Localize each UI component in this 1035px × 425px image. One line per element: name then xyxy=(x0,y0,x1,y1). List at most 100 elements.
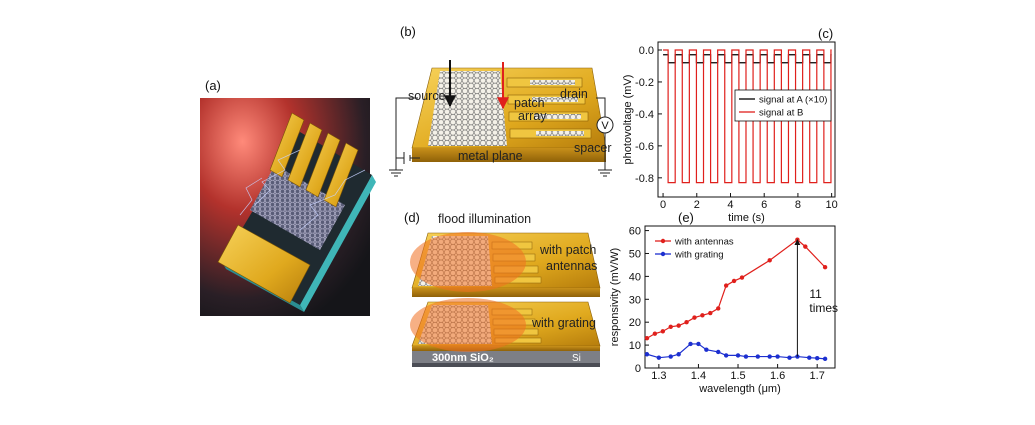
diagram-label: metal plane xyxy=(458,149,523,163)
diagram-label-line: with patch xyxy=(539,243,596,257)
legend-frame xyxy=(734,89,832,122)
x-tick-label: 1.4 xyxy=(691,370,706,382)
series-line xyxy=(663,49,832,184)
legend-label: with grating xyxy=(674,250,724,261)
series-marker xyxy=(787,355,792,360)
series-marker xyxy=(723,353,729,358)
y-tick-label: 50 xyxy=(629,248,641,260)
x-tick-label: 8 xyxy=(795,199,801,211)
series-marker xyxy=(822,356,828,362)
annotation-line: 11 xyxy=(809,287,822,301)
panel-label: (d) xyxy=(404,210,420,225)
y-tick-label: 20 xyxy=(629,317,641,329)
layer-label: Si xyxy=(572,353,581,364)
series-marker xyxy=(767,258,772,263)
device-b xyxy=(389,60,614,177)
series-line xyxy=(646,238,826,339)
series-marker xyxy=(822,265,828,270)
diagram-label: with patch antennas xyxy=(539,243,597,273)
series-marker xyxy=(644,352,650,357)
diagram-label: patch array xyxy=(514,96,547,123)
device-d1 xyxy=(410,232,601,297)
legend-marker xyxy=(660,238,666,244)
y-tick-label: 10 xyxy=(629,340,641,352)
series-marker xyxy=(644,336,650,341)
diagram-label: drain xyxy=(560,87,588,101)
diagram-label: source xyxy=(408,89,446,103)
y-tick-label: 30 xyxy=(629,294,641,306)
series-marker xyxy=(775,354,780,359)
diagram-label: with grating xyxy=(531,316,596,330)
series-marker xyxy=(668,354,673,359)
y-tick-label: 60 xyxy=(629,226,641,238)
series-marker xyxy=(739,275,745,280)
series-marker xyxy=(716,306,721,311)
annotation-line: times xyxy=(809,301,838,315)
x-tick-label: 1.7 xyxy=(810,370,825,382)
diagram-label-line: array xyxy=(518,109,547,123)
series-marker xyxy=(767,354,772,359)
series-marker xyxy=(755,354,761,359)
series-marker xyxy=(708,310,713,316)
series-marker xyxy=(795,354,800,359)
legend-label: with antennas xyxy=(674,237,734,248)
series-marker xyxy=(716,349,721,355)
diagram-title: flood illumination xyxy=(438,212,531,226)
series-marker xyxy=(803,244,808,249)
series-marker xyxy=(723,283,729,288)
legend-label: signal at A (×10) xyxy=(759,95,827,106)
series-marker xyxy=(807,355,812,360)
series-marker xyxy=(652,331,658,336)
diagram-label: spacer xyxy=(574,141,612,155)
y-tick-label: -0.4 xyxy=(635,109,654,121)
series-marker xyxy=(743,354,749,359)
series-marker xyxy=(731,278,737,284)
x-axis-label: wavelength (μm) xyxy=(698,383,781,395)
series-marker xyxy=(676,323,681,328)
panel-label: (b) xyxy=(400,24,416,39)
series-marker xyxy=(696,341,701,347)
x-axis-label: time (s) xyxy=(728,212,765,224)
series-marker xyxy=(660,329,666,334)
series-marker xyxy=(692,315,697,320)
y-tick-label: 40 xyxy=(629,271,641,283)
layer-label: 300nm SiO₂ xyxy=(432,352,494,364)
panel-label: (a) xyxy=(205,78,221,93)
diagram-label-line: patch xyxy=(514,96,545,110)
series-marker xyxy=(814,355,820,361)
plot-frame xyxy=(657,41,836,198)
x-tick-label: 1.6 xyxy=(770,370,785,382)
panel-label: (c) xyxy=(818,26,833,41)
legend-label: signal at B xyxy=(759,108,803,119)
annotation: 11 times xyxy=(809,287,838,315)
series-marker xyxy=(684,319,689,325)
x-tick-label: 0 xyxy=(660,199,666,211)
y-axis-label: photovoltage (mV) xyxy=(622,75,634,165)
diagram-label-line: antennas xyxy=(546,259,597,273)
series-marker xyxy=(735,353,741,358)
y-tick-label: -0.2 xyxy=(635,77,654,89)
y-tick-label: -0.6 xyxy=(635,141,654,153)
series-marker xyxy=(676,352,681,357)
series-marker xyxy=(704,347,709,352)
x-tick-label: 10 xyxy=(826,199,838,211)
x-tick-label: 2 xyxy=(694,199,700,211)
series-marker xyxy=(688,341,693,347)
device-d2 xyxy=(410,298,601,367)
x-tick-label: 4 xyxy=(727,199,733,211)
illustration-a xyxy=(200,98,376,316)
panel-label: (e) xyxy=(678,210,694,225)
y-tick-label: 0.0 xyxy=(639,45,654,57)
meter-label: V xyxy=(601,120,609,132)
y-tick-label: -0.8 xyxy=(635,173,654,185)
y-axis-label: responsivity (mV/W) xyxy=(609,248,621,346)
series-marker xyxy=(668,324,673,329)
x-tick-label: 1.3 xyxy=(651,370,666,382)
series-marker xyxy=(656,355,662,360)
y-tick-label: 0 xyxy=(635,363,641,375)
x-tick-label: 1.5 xyxy=(730,370,745,382)
legend-marker xyxy=(660,251,666,257)
x-tick-label: 6 xyxy=(761,199,767,211)
series-marker xyxy=(700,313,705,318)
